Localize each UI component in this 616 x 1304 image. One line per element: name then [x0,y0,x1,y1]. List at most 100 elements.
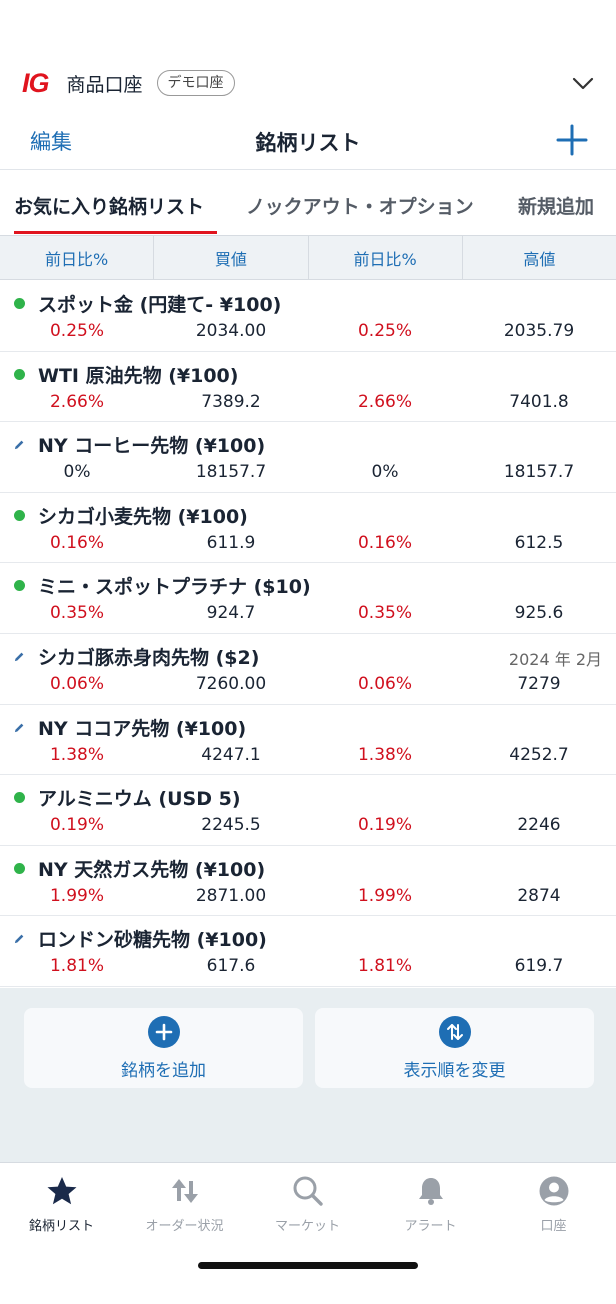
user-circle-icon [539,1176,568,1206]
market-name: NY ココア先物 (¥100) [38,717,247,740]
change-percent: 0.25% [357,321,412,341]
tab-new-add[interactable]: 新規追加 [518,196,595,218]
high-price: 4252.7 [509,744,569,765]
change-percent: 2.66% [357,391,412,412]
change-percent: 0.06% [49,673,104,694]
pencil-icon [14,440,24,450]
bid-price: 924.7 [206,603,256,624]
change-percent: 1.99% [357,885,412,906]
search-icon [293,1176,323,1206]
bottom-nav-watchlist[interactable]: 銘柄リスト [0,1175,123,1234]
market-expiry: 2024 年 2月 [508,649,602,669]
high-price: 7401.8 [509,391,569,412]
add-market-label: 銘柄を追加 [121,1060,206,1081]
bid-price: 2034.00 [195,321,267,341]
sort-arrows-icon [438,1015,471,1048]
demo-badge: デモ口座 [156,70,235,96]
bottom-nav-label: オーダー状況 [145,1219,224,1234]
market-open-dot-icon [14,862,25,874]
bottom-nav-label: 銘柄リスト [28,1219,94,1234]
bottom-nav-markets[interactable]: マーケット [246,1175,369,1234]
change-percent: 0.16% [49,532,104,553]
up-down-arrows-icon [171,1179,198,1203]
market-list: スポット金 (円建て- ¥100) 0.25% 2034.00 0.25% 2035.7… [0,281,616,987]
market-name: ロンドン砂糖先物 (¥100) [38,929,267,952]
watchlist-tabs: お気に入り銘柄リスト ノックアウト・オプション 新規追加 [0,172,616,236]
bottom-nav-account[interactable]: 口座 [492,1175,615,1234]
reorder-button[interactable]: 表示順を変更 [315,1008,594,1088]
plus-icon [556,124,588,156]
market-row[interactable]: シカゴ小麦先物 (¥100) 0.16% 611.9 0.16% 612.5 [0,492,616,564]
bottom-nav-label: 口座 [540,1219,567,1234]
market-name: NY 天然ガス先物 (¥100) [38,858,266,881]
market-name: NY コーヒー先物 (¥100) [38,435,266,458]
nav-bar: 編集 銘柄リスト [0,114,616,170]
change-percent: 0.35% [49,603,104,624]
bell-icon [418,1178,443,1205]
account-name: 商品口座 [66,73,143,96]
edit-button[interactable]: 編集 [30,126,72,156]
col-header-change-2[interactable]: 前日比% [309,236,463,279]
high-price: 18157.7 [503,462,575,483]
market-row[interactable]: NY 天然ガス先物 (¥100) 1.99% 2871.00 1.99% 2874 [0,845,616,917]
tab-favorites[interactable]: お気に入り銘柄リスト [14,196,205,218]
high-price: 2246 [517,815,561,836]
tab-knockout-options[interactable]: ノックアウト・オプション [246,196,474,218]
add-market-button[interactable]: 銘柄を追加 [24,1008,303,1088]
bid-price: 7389.2 [201,391,261,412]
bottom-nav-orders[interactable]: オーダー状況 [123,1175,246,1234]
active-tab-indicator [14,231,217,234]
bid-price: 4247.1 [201,744,261,765]
pencil-icon [14,652,24,662]
market-row[interactable]: NY ココア先物 (¥100) 1.38% 4247.1 1.38% 4252.7 [0,704,616,776]
reorder-label: 表示順を変更 [403,1060,506,1081]
high-price: 2035.79 [503,321,575,341]
market-row[interactable]: ロンドン砂糖先物 (¥100) 1.81% 617.6 1.81% 619.7 [0,916,616,987]
bottom-nav-alerts[interactable]: アラート [369,1175,492,1234]
bid-price: 2871.00 [195,885,267,906]
change-percent: 0.06% [357,673,412,694]
bid-price: 611.9 [206,532,256,553]
market-row[interactable]: シカゴ豚赤身肉先物 ($2) 2024 年 2月 0.06% 7260.00 0.06%… [0,633,616,705]
market-row[interactable]: スポット金 (円建て- ¥100) 0.25% 2034.00 0.25% 2035.7… [0,281,616,352]
market-row[interactable]: アルミニウム (USD 5) 0.19% 2245.5 0.19% 2246 [0,775,616,846]
star-icon [47,1177,76,1205]
market-name: WTI 原油先物 (¥100) [38,364,239,387]
bid-price: 617.6 [206,956,256,977]
market-name: アルミニウム (USD 5) [38,788,241,811]
pencil-icon [14,934,24,944]
market-open-dot-icon [14,580,25,592]
col-header-high[interactable]: 高値 [523,249,556,269]
bid-price: 2245.5 [201,815,261,836]
change-percent: 0.25% [49,321,104,341]
change-percent: 0% [63,462,91,483]
account-header[interactable]: IG 商品口座 デモ口座 [0,56,616,110]
market-name: ミニ・スポットプラチナ ($10) [38,576,311,599]
market-row[interactable]: ミニ・スポットプラチナ ($10) 0.35% 924.7 0.35% 925.6 [0,563,616,634]
change-percent: 0% [371,462,399,483]
market-name: スポット金 (円建て- ¥100) [38,294,282,316]
bid-price: 7260.00 [195,673,267,694]
market-row[interactable]: WTI 原油先物 (¥100) 2.66% 7389.2 2.66% 7401.8 [0,351,616,423]
chevron-down-icon[interactable] [570,70,596,96]
bid-price: 18157.7 [195,462,267,483]
col-header-change-1[interactable]: 前日比% [0,236,155,279]
high-price: 7279 [517,673,561,694]
pencil-icon [14,723,24,732]
change-percent: 1.81% [49,956,104,977]
change-percent: 1.99% [49,885,104,906]
add-watchlist-button[interactable] [556,124,588,156]
change-percent: 0.35% [357,603,412,624]
high-price: 2874 [517,885,561,906]
list-actions: 銘柄を追加 表示順を変更 [0,988,616,1162]
bottom-nav-label: アラート [404,1219,457,1234]
market-row[interactable]: NY コーヒー先物 (¥100) 0% 18157.7 0% 18157.7 [0,422,616,493]
add-circle-icon [147,1015,180,1048]
change-percent: 1.38% [49,744,104,765]
ig-logo: IG [22,67,49,98]
change-percent: 0.16% [357,532,412,553]
home-indicator [198,1262,418,1269]
col-header-bid[interactable]: 買値 [154,236,309,279]
bottom-nav-label: マーケット [274,1219,340,1234]
change-percent: 1.81% [357,956,412,977]
